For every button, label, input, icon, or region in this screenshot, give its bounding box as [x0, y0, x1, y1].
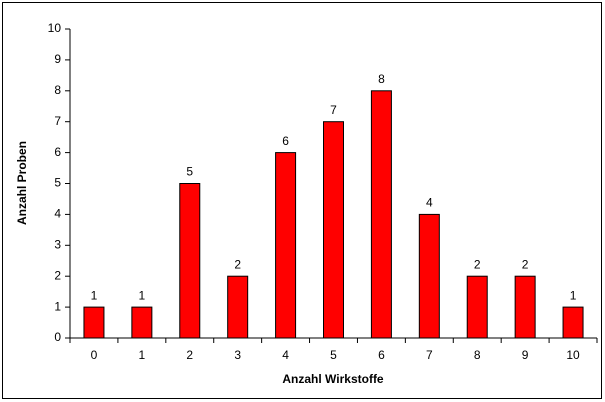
bar — [466, 275, 488, 339]
bar — [562, 306, 584, 339]
x-tick-label: 0 — [91, 348, 98, 362]
data-label: 6 — [282, 134, 289, 148]
data-label: 2 — [522, 257, 529, 271]
data-label: 2 — [234, 257, 241, 271]
data-label: 4 — [426, 196, 433, 210]
data-label: 1 — [91, 288, 98, 302]
x-tick-label: 5 — [330, 348, 337, 362]
y-tick-label: 7 — [54, 114, 61, 128]
y-axis-label: Anzahl Proben — [15, 141, 29, 225]
data-label: 2 — [474, 257, 481, 271]
y-tick-label: 1 — [54, 299, 61, 313]
y-tick-label: 6 — [54, 145, 61, 159]
y-tick-label: 8 — [54, 83, 61, 97]
x-tick-label: 7 — [426, 348, 433, 362]
y-tick-label: 5 — [54, 176, 61, 190]
x-axis-label: Anzahl Wirkstoffe — [282, 372, 384, 386]
x-tick-label: 6 — [378, 348, 385, 362]
bar — [83, 306, 105, 339]
data-label: 1 — [139, 288, 146, 302]
y-tick-label: 10 — [48, 21, 62, 35]
y-tick-label: 3 — [54, 237, 61, 251]
y-tick-label: 9 — [54, 52, 61, 66]
y-tick-label: 0 — [54, 330, 61, 344]
data-label: 8 — [378, 72, 385, 86]
y-tick-label: 4 — [54, 207, 61, 221]
bar — [370, 90, 392, 339]
chart-border — [2, 2, 602, 399]
bar — [275, 152, 297, 339]
x-tick-label: 4 — [282, 348, 289, 362]
data-label: 7 — [330, 103, 337, 117]
bar — [323, 121, 344, 339]
x-tick-label: 3 — [234, 348, 241, 362]
data-label: 1 — [570, 288, 577, 302]
data-label: 5 — [186, 165, 193, 179]
bar — [131, 306, 153, 339]
bar — [514, 275, 536, 339]
x-tick-label: 2 — [186, 348, 193, 362]
y-tick-label: 2 — [54, 268, 61, 282]
bar — [227, 275, 249, 339]
bar — [179, 183, 201, 339]
x-tick-label: 9 — [522, 348, 529, 362]
x-tick-label: 8 — [474, 348, 481, 362]
x-tick-label: 1 — [139, 348, 146, 362]
bar — [418, 213, 440, 339]
x-tick-label: 10 — [566, 348, 580, 362]
